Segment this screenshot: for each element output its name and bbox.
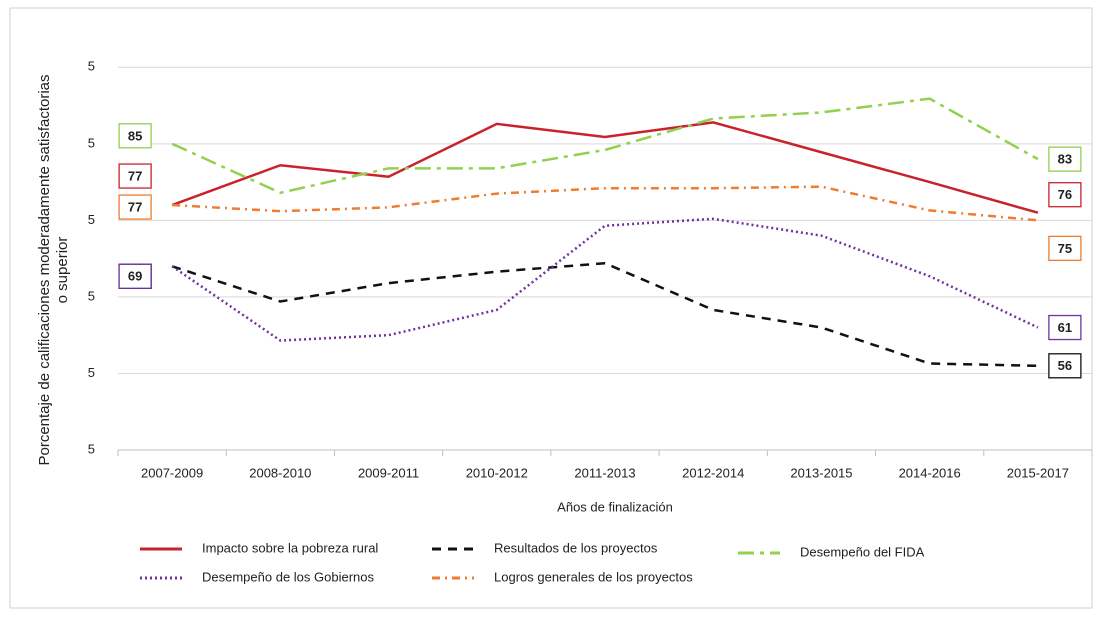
y-tick-label: 5 <box>88 59 95 74</box>
value-label-box <box>1048 235 1082 262</box>
y-tick-label: 5 <box>88 441 95 456</box>
series-line <box>172 185 1039 222</box>
legend-label: Desempeño de los Gobiernos <box>202 569 374 584</box>
value-label-box <box>118 263 152 289</box>
x-tick-label: 2010-2012 <box>466 465 528 480</box>
value-label-box <box>1048 353 1082 379</box>
legend-label: Logros generales de los proyectos <box>494 569 693 584</box>
value-label: 69 <box>128 269 142 284</box>
value-label-box <box>1048 314 1082 341</box>
chart-frame <box>9 7 1093 609</box>
series-line <box>171 217 1039 342</box>
series-line <box>171 261 1038 368</box>
value-label-box <box>118 163 152 189</box>
value-label-box <box>118 123 152 149</box>
value-label: 75 <box>1058 241 1072 256</box>
x-tick-label: 2008-2010 <box>249 465 311 480</box>
legend-label: Resultados de los proyectos <box>494 540 658 555</box>
value-label-box <box>1048 182 1082 208</box>
value-label: 77 <box>128 168 142 183</box>
y-tick-label: 5 <box>88 288 95 303</box>
value-label: 76 <box>1058 187 1072 202</box>
value-label-box <box>118 194 152 220</box>
y-axis-label: o superior <box>54 237 71 304</box>
series-line <box>171 97 1039 195</box>
value-label: 85 <box>128 128 142 143</box>
series-line <box>171 121 1039 214</box>
value-label: 77 <box>128 199 142 214</box>
y-tick-label: 5 <box>88 365 95 380</box>
x-tick-label: 2015-2017 <box>1007 465 1069 480</box>
y-tick-label: 5 <box>88 135 95 150</box>
y-axis-label: Porcentaje de calificaciones moderadamen… <box>36 74 53 465</box>
legend-label: Desempeño del FIDA <box>800 544 925 559</box>
x-axis-label: Años de finalización <box>557 499 673 514</box>
x-tick-label: 2013-2015 <box>790 465 852 480</box>
y-tick-label: 5 <box>88 212 95 227</box>
value-label-box <box>1048 146 1082 172</box>
x-tick-label: 2014-2016 <box>899 465 961 480</box>
value-label: 56 <box>1058 358 1072 373</box>
x-tick-label: 2007-2009 <box>141 465 203 480</box>
x-tick-label: 2009-2011 <box>358 465 419 480</box>
x-tick-label: 2011-2013 <box>574 465 635 480</box>
value-label: 61 <box>1058 320 1072 335</box>
legend-label: Impacto sobre la pobreza rural <box>202 540 378 555</box>
x-tick-label: 2012-2014 <box>682 465 744 480</box>
value-label: 83 <box>1058 152 1072 167</box>
